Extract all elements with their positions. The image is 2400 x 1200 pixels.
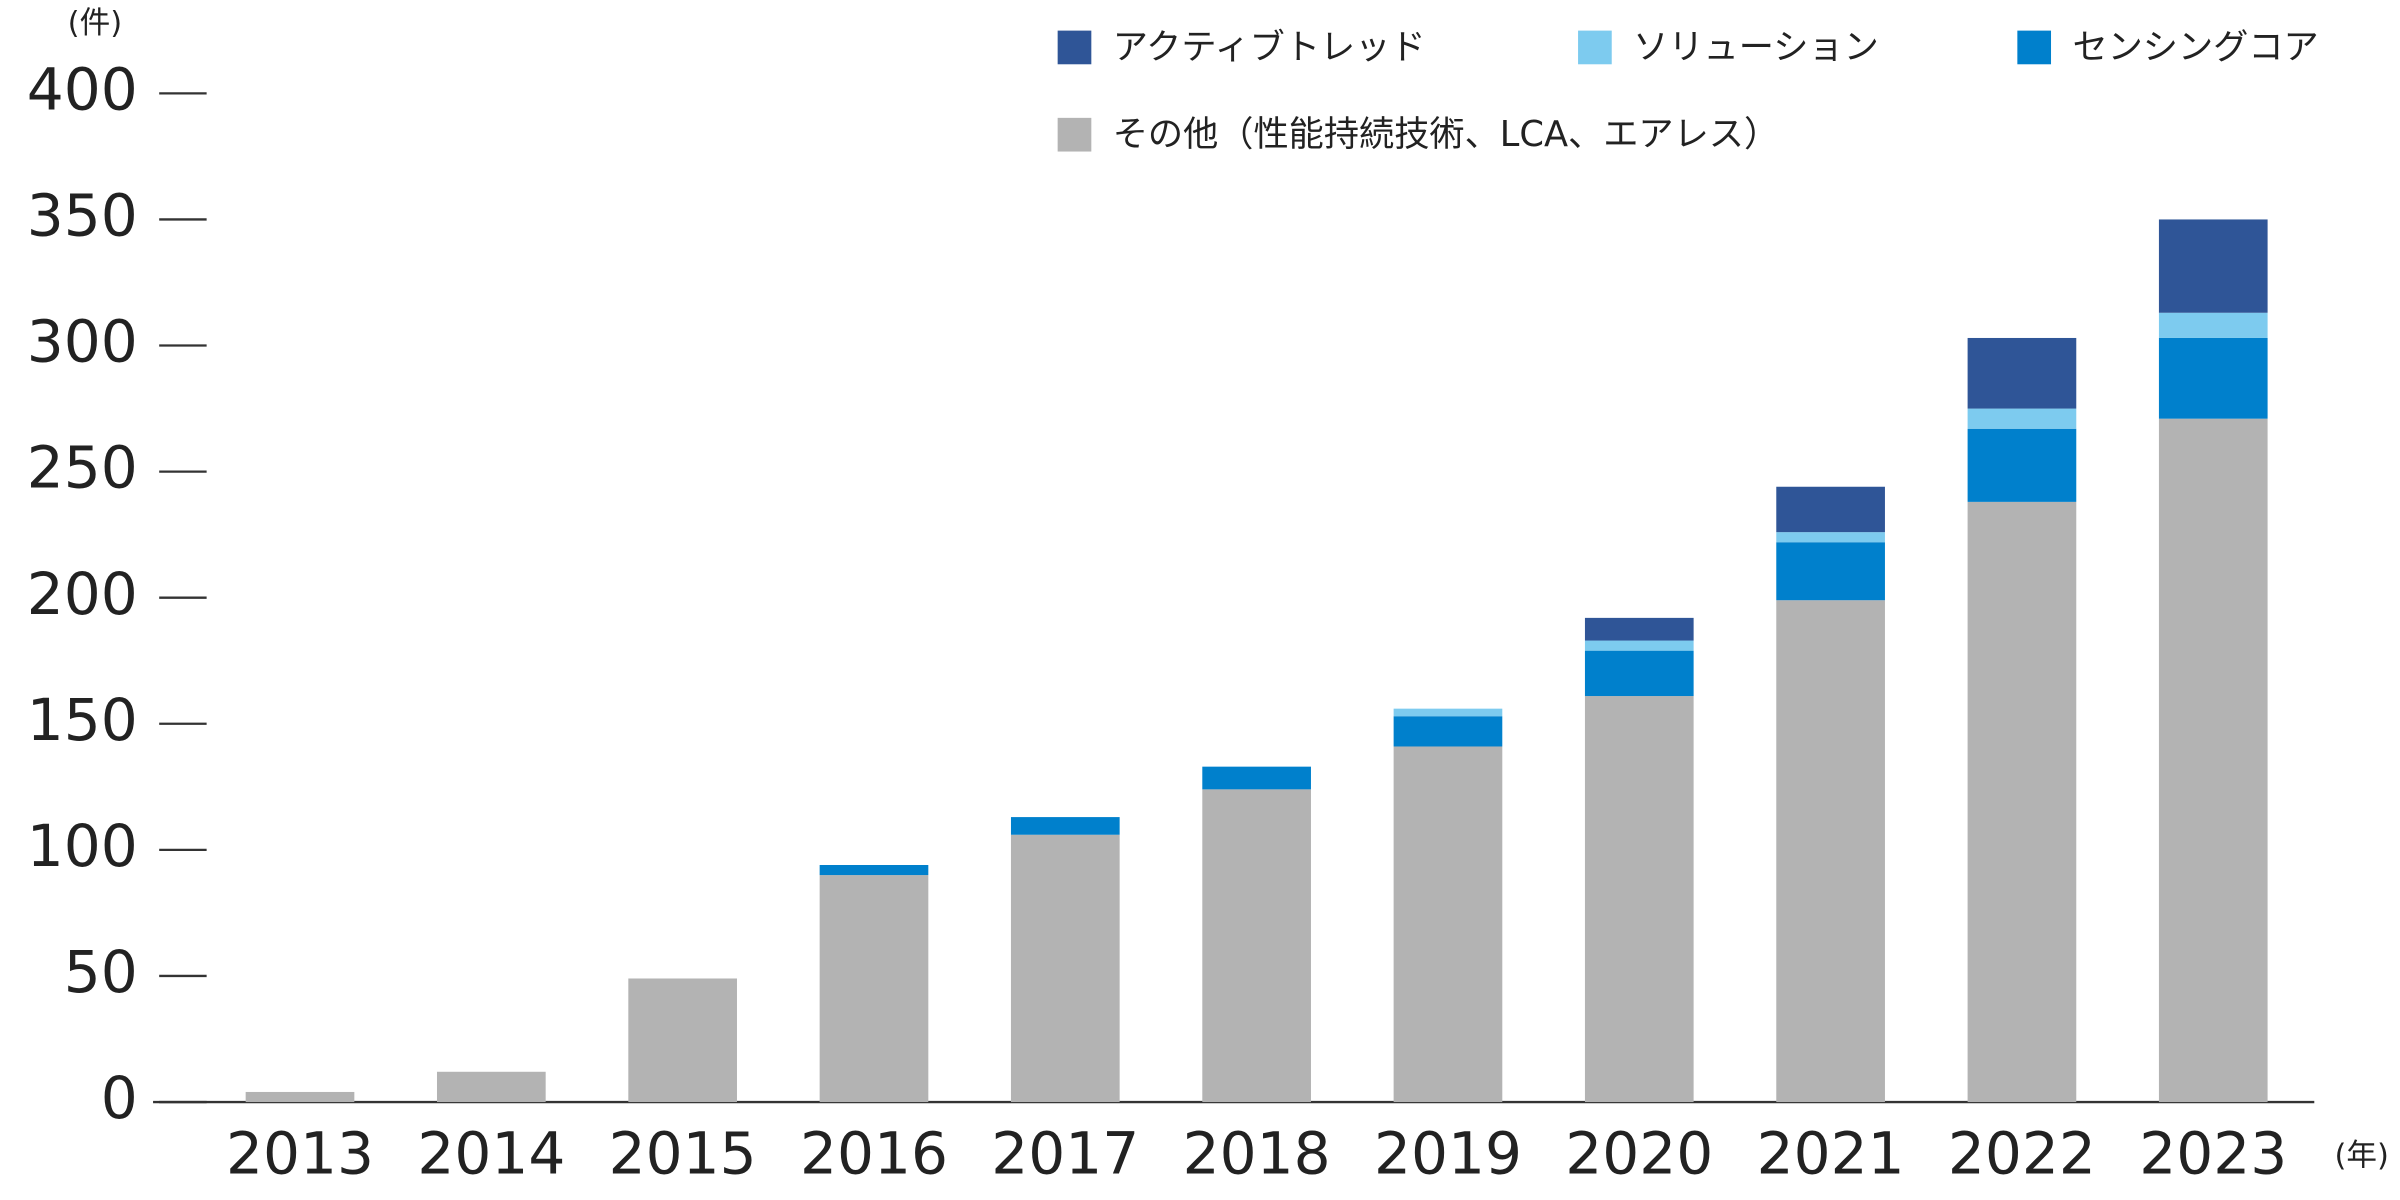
bar-segment [2158, 219, 2268, 313]
bar-segment [1584, 650, 1694, 697]
bar-segment [1393, 716, 1503, 747]
legend-label: センシングコア [2072, 27, 2318, 68]
bar-segment [2158, 418, 2268, 1103]
bar-segment [1776, 600, 1885, 1103]
y-tick-label: 350 [27, 182, 138, 250]
x-tick-label: 2023 [2139, 1119, 2287, 1187]
legend-swatch [1057, 117, 1092, 152]
y-tick-label: 300 [27, 308, 138, 376]
legend-label: ソリューション [1633, 27, 1879, 68]
x-tick-label: 2014 [417, 1119, 565, 1187]
legend-swatch [2017, 30, 2052, 65]
x-tick-label: 2015 [609, 1119, 757, 1187]
x-tick-label: 2017 [991, 1119, 1139, 1187]
bar-segment [436, 1071, 546, 1103]
bar-segment [1967, 501, 2077, 1103]
y-tick-label: 100 [27, 812, 138, 880]
bar-segment [1393, 746, 1503, 1103]
bar-segment [2158, 312, 2268, 338]
y-tick-label: 250 [27, 434, 138, 502]
x-tick-label: 2016 [800, 1119, 948, 1187]
y-tick-label: 50 [64, 938, 138, 1006]
bar-segment [1202, 766, 1311, 790]
bar-segment [1967, 428, 2077, 502]
legend-swatch [1578, 30, 1612, 65]
x-tick-label: 2020 [1565, 1119, 1713, 1187]
bar-segment [1776, 532, 1885, 543]
bar-segment [1967, 408, 2077, 429]
x-tick-label: 2013 [226, 1119, 374, 1187]
bar-segment [628, 978, 737, 1103]
x-tick-label: 2018 [1183, 1119, 1331, 1187]
bar-segment [2158, 337, 2268, 419]
legend-label: その他（性能持続技術、LCA、エアレス） [1113, 114, 1779, 155]
y-tick-label: 0 [101, 1064, 138, 1132]
x-tick-label: 2022 [1948, 1119, 2096, 1187]
y-tick-label: 200 [27, 560, 138, 628]
x-tick-label: 2019 [1374, 1119, 1522, 1187]
bar-segment [1967, 337, 2077, 409]
legend-swatch [1057, 30, 1092, 65]
y-axis-unit: (件) [68, 6, 123, 41]
bar-segment [1584, 640, 1694, 651]
bar-segment [819, 865, 929, 876]
y-tick-label: 400 [27, 55, 138, 123]
bar-segment [1393, 708, 1503, 717]
x-axis-unit: (年) [2334, 1139, 2389, 1174]
bar-segment [1202, 789, 1311, 1103]
bar-segment [1776, 486, 1885, 533]
legend-label: アクティブトレッド [1113, 27, 1426, 68]
bar-segment [245, 1091, 355, 1103]
bar-segment [819, 875, 929, 1103]
y-tick-label: 150 [27, 686, 138, 754]
x-tick-label: 2021 [1757, 1119, 1905, 1187]
bar-segment [1584, 696, 1694, 1103]
bar-segment [1584, 617, 1694, 641]
bar-segment [1776, 542, 1885, 601]
bar-segment [1010, 834, 1120, 1103]
bar-segment [1010, 817, 1120, 835]
